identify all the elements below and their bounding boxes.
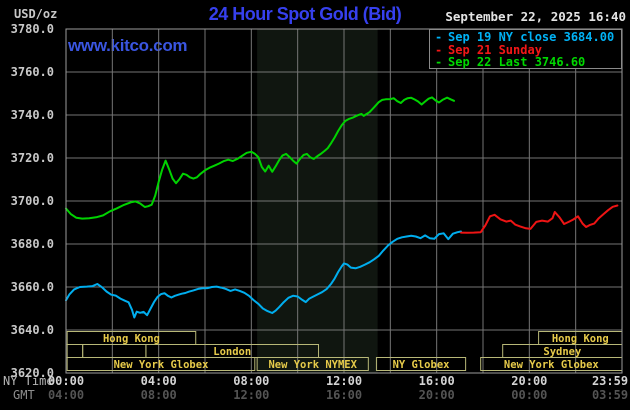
price-curve-sep-22-last [65, 96, 455, 220]
x-axis-tick-ny: 08:00 [233, 374, 270, 388]
x-axis-tick-ny: 20:00 [511, 374, 548, 388]
y-axis-tick-label: 3760.0 [10, 65, 54, 79]
session-label: Hong Kong [552, 333, 609, 345]
session-label: London [213, 346, 251, 358]
gmt-row-label: GMT [13, 388, 35, 402]
x-axis-tick-gmt: 03:59 [591, 388, 629, 402]
x-axis-tick-ny: 12:00 [325, 374, 363, 388]
legend-item-label: Sep 22 Last 3746.60 [448, 55, 586, 69]
x-axis-tick-gmt: 16:00 [325, 388, 363, 402]
legend-item-label: Sep 19 NY close 3684.00 [448, 30, 615, 44]
y-axis-tick-label: 3620.0 [10, 366, 54, 380]
session-label: New York NYMEX [268, 359, 357, 371]
y-axis-tick-label: 3680.0 [10, 237, 54, 251]
x-axis-tick-ny: 00:00 [47, 374, 85, 388]
legend-box: - Sep 19 NY close 3684.00- Sep 21 Sunday - S… [429, 29, 622, 69]
x-axis-tick-ny: 23:59 [591, 374, 629, 388]
session-label: Sydney [543, 346, 582, 358]
x-axis-tick-gmt: 20:00 [418, 388, 455, 402]
session-label: New York Globex [504, 359, 600, 371]
x-axis-tick-ny: 04:00 [140, 374, 177, 388]
kitco-watermark: www.kitco.com [68, 36, 188, 55]
legend-dash-marker: - [435, 42, 443, 57]
y-axis-tick-label: 3640.0 [10, 323, 54, 337]
y-axis-tick-label: 3720.0 [10, 151, 54, 165]
session-box [82, 344, 147, 358]
session-box [66, 344, 84, 358]
ny-time-row-label: NY Time [3, 374, 54, 388]
y-axis-units-label: USD/oz [14, 7, 58, 21]
x-axis-tick-ny: 16:00 [418, 374, 455, 388]
legend-item: - Sep 21 Sunday [430, 42, 621, 57]
x-axis-tick-gmt: 12:00 [233, 388, 270, 402]
y-axis-tick-label: 3700.0 [10, 194, 54, 208]
chart-datetime: September 22, 2025 16:40 [445, 9, 626, 24]
price-curve-sep-19-ny-close [65, 230, 462, 319]
legend-item-label: Sep 21 Sunday [448, 42, 542, 57]
x-axis-tick-gmt: 00:00 [511, 388, 548, 402]
legend-dash-marker: - [435, 55, 443, 69]
session-label: Hong Kong [103, 333, 160, 345]
legend-item: - Sep 22 Last 3746.60 [430, 56, 621, 69]
session-box [256, 357, 369, 371]
session-label: NY Globex [393, 359, 451, 371]
session-box [375, 357, 467, 371]
y-axis-tick-label: 3740.0 [10, 108, 54, 122]
x-axis-tick-gmt: 04:00 [47, 388, 85, 402]
legend-dash-marker: - [435, 30, 443, 44]
y-axis-tick-label: 3780.0 [10, 22, 54, 36]
legend-item: - Sep 19 NY close 3684.00 [430, 31, 621, 44]
session-box [66, 357, 256, 371]
y-axis-tick-label: 3660.0 [10, 280, 54, 294]
price-curve-sep-21-sunday [460, 204, 619, 234]
session-label: New York Globex [114, 359, 210, 371]
plot-border [65, 28, 623, 374]
chart-title: 24 Hour Spot Gold (Bid) [208, 4, 402, 24]
x-axis-tick-gmt: 08:00 [140, 388, 177, 402]
